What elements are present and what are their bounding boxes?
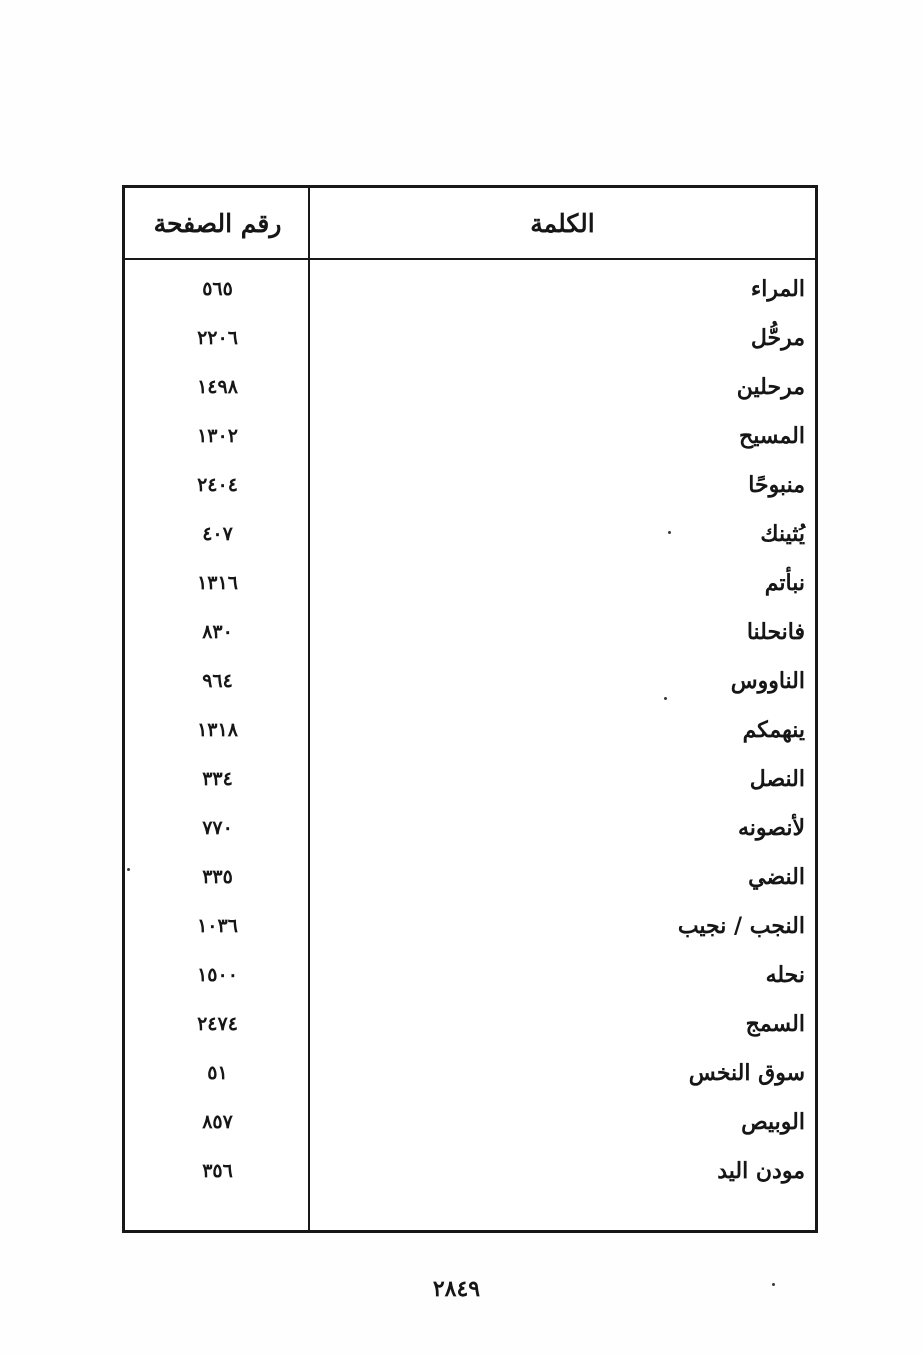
row-word: النجب / نجيب [677,912,805,939]
table-row: ٥٦٥ المراء [125,264,815,313]
row-page-number: ١٥٠٠ [197,963,238,986]
row-page-number: ٣٣٤ [202,767,233,790]
row-page-number: ٣٥٦ [202,1159,233,1182]
table-row: ١٣١٦ نبأتم [125,558,815,607]
row-page-number: ٥٦٥ [202,277,233,300]
row-word: مرحُّل [750,324,805,351]
table-row: ٣٥٦ مودن اليد [125,1146,815,1195]
row-page-number: ١٣١٦ [197,571,238,594]
table-row: ٥١ سوق النخس [125,1048,815,1097]
header-word-column: الكلمة [530,208,595,238]
row-word: فانحلنا [746,618,805,645]
row-page-number: ١٣٠٢ [197,424,238,447]
row-page-number: ٢٤٧٤ [197,1012,238,1035]
row-word: نحله [765,961,805,988]
table-row: ٢٤٧٤ السمج [125,999,815,1048]
row-page-number: ٣٣٥ [202,865,233,888]
row-page-number: ٥١ [207,1061,228,1084]
table-header-row: رقم الصفحة الكلمة [125,188,815,260]
header-page-number-column: رقم الصفحة [153,208,282,238]
row-page-number: ٢٢٠٦ [197,326,238,349]
table-row: ١٥٠٠ نحله [125,950,815,999]
table-row: ٤٠٧ يُثينك [125,509,815,558]
row-word: الوبيص [741,1108,805,1135]
row-word: ينهمكم [742,716,805,743]
row-word: سوق النخس [688,1059,805,1086]
row-word: السمج [745,1010,805,1037]
table-row: ٢٤٠٤ منبوحًا [125,460,815,509]
row-word: المسيح [739,422,805,449]
table-row: ٨٥٧ الوبيص [125,1097,815,1146]
row-page-number: ١٠٣٦ [197,914,238,937]
row-word: النصل [749,765,805,792]
table-row: ٨٣٠ فانحلنا [125,607,815,656]
table-row: ٢٢٠٦ مرحُّل [125,313,815,362]
word-index-table: رقم الصفحة الكلمة ٥٦٥ المراء ٢٢٠٦ مرحُّل… [122,185,818,1233]
row-page-number: ١٣١٨ [197,718,238,741]
row-page-number: ١٤٩٨ [197,375,238,398]
row-word: مودن اليد [717,1157,805,1184]
row-word: النضي [748,863,805,890]
row-page-number: ٢٤٠٤ [197,473,238,496]
table-row: ١٣٠٢ المسيح [125,411,815,460]
table-row: ١٠٣٦ النجب / نجيب [125,901,815,950]
row-word: المراء [750,275,805,302]
table-row: ٩٦٤ الناووس [125,656,815,705]
table-row: ١٤٩٨ مرحلين [125,362,815,411]
table-body: ٥٦٥ المراء ٢٢٠٦ مرحُّل ١٤٩٨ مرحلين ١٣٠٢ … [125,260,815,1195]
row-word: مرحلين [736,373,805,400]
table-row: ٣٣٤ النصل [125,754,815,803]
column-divider [308,188,310,1230]
row-page-number: ٩٦٤ [202,669,233,692]
scan-speck [668,531,671,534]
scan-speck [772,1283,775,1286]
table-row: ٧٧٠ لأنصونه [125,803,815,852]
row-page-number: ٨٥٧ [202,1110,233,1133]
table-row: ١٣١٨ ينهمكم [125,705,815,754]
footer-page-number: ٢٨٤٩ [432,1276,481,1302]
scan-speck [127,868,130,871]
row-word: منبوحًا [748,471,805,498]
row-word: الناووس [730,667,805,694]
row-word: لأنصونه [737,814,805,841]
row-page-number: ٤٠٧ [202,522,233,545]
row-page-number: ٧٧٠ [202,816,233,839]
row-page-number: ٨٣٠ [202,620,233,643]
row-word: نبأتم [764,569,805,596]
scan-speck [664,697,667,700]
row-word: يُثينك [760,520,805,547]
table-row: ٣٣٥ النضي [125,852,815,901]
